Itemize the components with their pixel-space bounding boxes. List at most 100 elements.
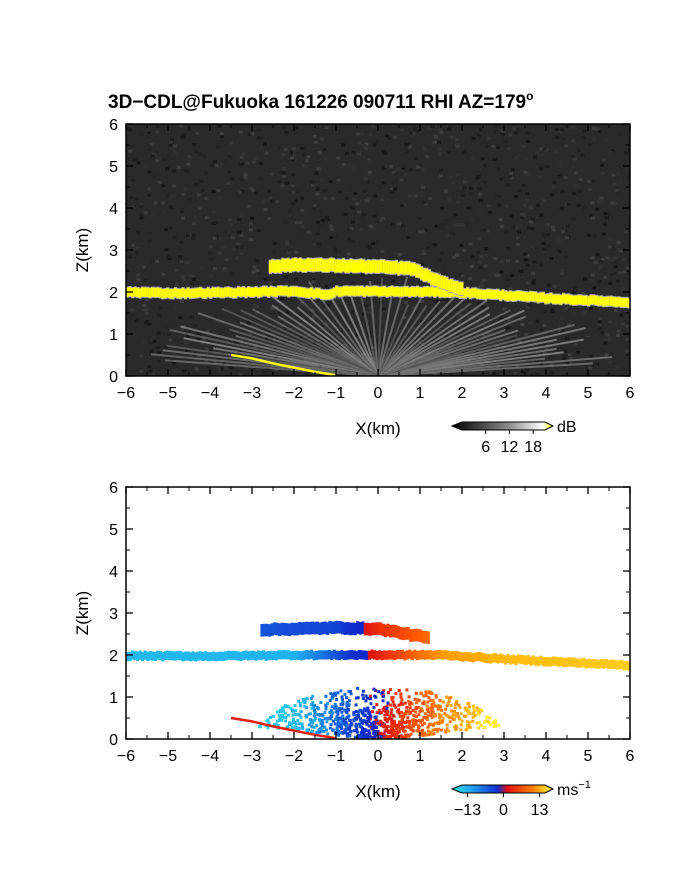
noise-speck [269,281,273,285]
layer-cell [299,287,304,297]
layer-cell [410,286,414,296]
noise-speck [238,214,243,218]
noise-speck [309,176,314,180]
velocity-cell [534,656,538,666]
velocity-point [374,730,377,734]
velocity-point [278,713,282,717]
noise-speck [492,371,496,375]
layer-cell [342,286,346,296]
velocity-point [387,735,391,739]
layer-cell [597,296,601,306]
noise-speck [614,190,619,194]
noise-speck [324,325,329,329]
velocity-point [323,710,327,714]
noise-speck [406,236,411,240]
noise-speck [601,350,606,354]
velocity-point [417,698,421,702]
velocity-point [464,708,468,712]
velocity-point [368,734,372,738]
noise-speck [579,144,584,148]
velocity-cell [337,651,341,661]
velocity-point [356,696,360,700]
velocity-cell [579,658,583,668]
velocity-point [361,726,364,730]
noise-speck [278,170,282,174]
noise-speck [218,237,223,241]
velocity-point [405,688,409,692]
velocity-point [282,705,286,709]
velocity-point [407,695,411,699]
velocity-point [330,696,334,700]
noise-speck [129,315,134,319]
noise-speck [529,329,533,333]
velocity-point [311,721,315,725]
noise-speck [271,331,276,335]
noise-speck [288,240,293,244]
velocity-point [366,733,370,737]
noise-speck [231,236,235,239]
noise-speck [214,202,219,206]
noise-speck [512,127,517,131]
velocity-cell [363,622,367,636]
noise-speck [523,252,528,256]
velocity-point [459,712,463,716]
noise-speck [237,246,242,250]
layer-cell [304,288,309,298]
layer-cell [554,294,558,304]
layer-cell [249,287,253,297]
velocity-point [398,727,402,730]
noise-speck [588,188,592,192]
noise-speck [519,269,524,273]
velocity-cell [279,650,283,660]
noise-speck [430,338,435,341]
noise-speck [628,211,630,214]
layer-cell [349,259,353,272]
noise-speck [605,256,610,260]
noise-speck [551,225,556,229]
noise-speck [445,234,449,238]
velocity-cell [211,651,215,661]
layer-cell [216,287,220,297]
x-tick-label: 0 [374,385,383,402]
noise-speck [518,236,523,240]
velocity-point [290,722,294,726]
velocity-point [477,721,481,725]
fan-ray [240,309,379,376]
noise-speck [178,316,183,320]
velocity-point [454,726,458,730]
noise-speck [323,157,328,161]
noise-speck [560,272,565,276]
noise-speck [571,217,576,221]
noise-speck [315,192,320,196]
noise-speck [151,275,156,279]
noise-speck [291,153,296,157]
layer-cell [307,288,311,298]
velocity-point [319,726,323,730]
velocity-cell [262,623,267,637]
fan-ray [377,299,488,376]
velocity-point [344,717,348,721]
noise-speck [269,306,274,310]
noise-speck [277,180,282,184]
noise-speck [249,210,254,214]
layer-cell [357,259,361,273]
layer-cell [204,289,208,299]
velocity-cell [204,651,208,661]
noise-speck [247,248,252,252]
x-tick-label: 6 [626,385,635,402]
layer-cell [311,258,315,272]
noise-speck [546,244,551,248]
noise-speck [305,371,310,375]
velocity-point [405,719,409,723]
noise-speck [351,240,356,243]
velocity-point [423,716,427,720]
noise-speck [231,362,236,366]
noise-speck [399,128,404,132]
noise-speck [185,234,190,238]
noise-speck [625,324,630,328]
noise-speck [529,374,534,376]
noise-speck [498,194,503,198]
noise-speck [305,159,310,163]
noise-speck [147,128,152,132]
noise-speck [219,132,224,136]
